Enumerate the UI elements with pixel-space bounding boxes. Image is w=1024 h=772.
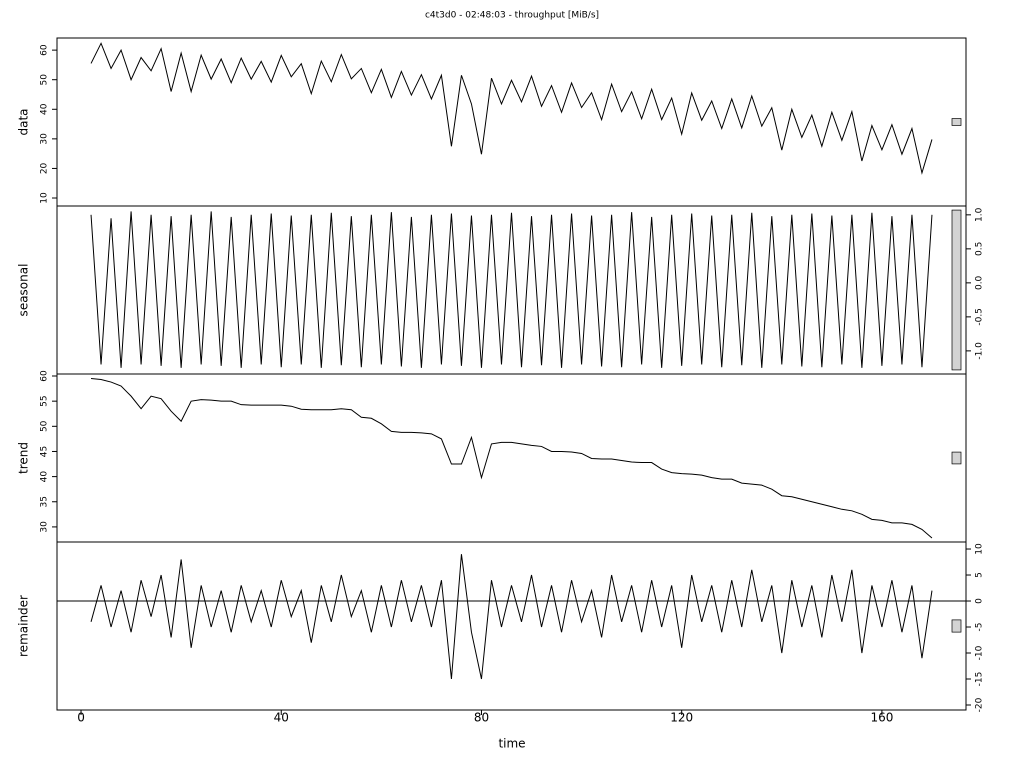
y-tick-label: 60: [40, 370, 50, 382]
range-bar: [951, 209, 962, 371]
y-tick-label: 20: [40, 162, 50, 174]
x-tick-label: 40: [274, 711, 289, 725]
range-bar: [951, 619, 962, 633]
y-axis-label: trend: [17, 442, 31, 474]
y-tick-label: 0.5: [975, 242, 985, 256]
range-bar: [951, 451, 962, 465]
y-tick-label: -20: [975, 697, 985, 712]
y-tick-label: 5: [975, 572, 985, 578]
chart-title: c4t3d0 - 02:48:03 - throughput [MiB/s]: [425, 11, 599, 21]
range-bar: [951, 118, 962, 126]
panel-frame: [56, 541, 967, 711]
y-tick-label: 1.0: [975, 207, 985, 222]
x-tick-label: 80: [474, 711, 489, 725]
y-tick-label: 55: [40, 395, 50, 406]
seasonal-line: [90, 211, 933, 368]
y-axis-label: data: [17, 108, 31, 135]
y-tick-label: 60: [40, 44, 50, 56]
y-tick-label: -1.0: [975, 342, 985, 360]
y-axis-label: seasonal: [17, 264, 31, 317]
y-tick-label: -5: [975, 623, 985, 632]
y-tick-label: 10: [40, 192, 50, 204]
y-tick-label: 50: [40, 420, 50, 432]
y-tick-label: 30: [40, 521, 50, 533]
y-tick-label: -0.5: [975, 308, 985, 326]
y-tick-label: 45: [40, 446, 50, 457]
y-tick-label: 30: [40, 133, 50, 145]
y-tick-label: 40: [40, 471, 50, 483]
y-tick-label: 0.0: [975, 275, 985, 290]
y-tick-label: 50: [40, 74, 50, 86]
y-tick-label: -10: [975, 645, 985, 660]
x-tick-label: 0: [77, 711, 85, 725]
y-tick-label: -15: [975, 672, 985, 687]
y-tick-label: 10: [975, 543, 985, 555]
y-tick-label: 35: [40, 496, 50, 507]
y-axis-label: remainder: [17, 595, 31, 657]
data-line: [90, 42, 933, 175]
x-tick-label: 160: [870, 711, 893, 725]
x-axis-label: time: [498, 737, 525, 751]
trend-line: [90, 378, 933, 539]
remainder-line: [90, 554, 933, 680]
y-tick-label: 40: [40, 103, 50, 115]
x-tick-label: 120: [670, 711, 693, 725]
y-tick-label: 0: [975, 598, 985, 604]
